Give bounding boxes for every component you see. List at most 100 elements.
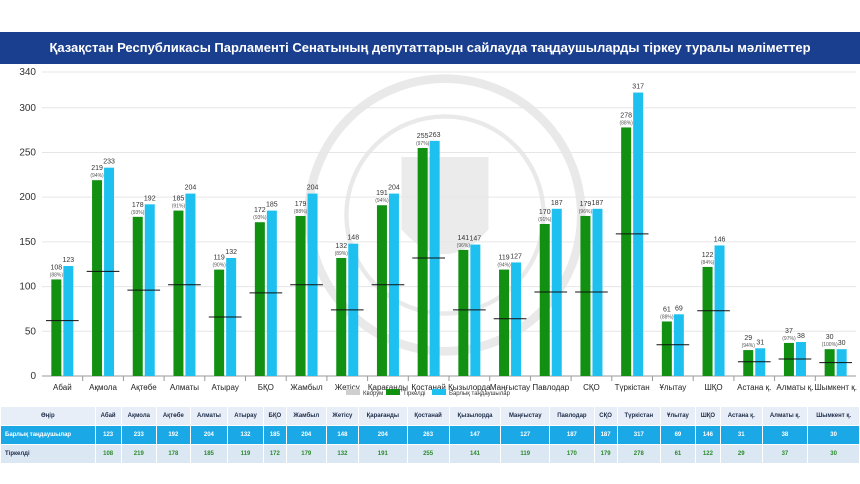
table-cell: 187 (593, 425, 618, 445)
data-label-total: 123 (63, 257, 75, 264)
bar-registered (295, 215, 306, 376)
data-label-percent: (94%) (375, 198, 389, 204)
data-label-total: 204 (185, 185, 197, 192)
table-header-cell: Жетісу (325, 406, 360, 426)
x-tick-label: Түркістан (615, 383, 650, 392)
bar-registered (92, 180, 103, 376)
data-label-total: 185 (266, 202, 278, 209)
table-cell: 178 (156, 444, 191, 464)
data-label-total: 38 (797, 333, 805, 340)
x-tick-label: Павлодар (532, 383, 569, 392)
data-label-total: 31 (756, 339, 764, 346)
table-cell: 204 (285, 425, 327, 445)
y-tick-label: 250 (19, 147, 36, 158)
bar-registered (702, 266, 713, 376)
data-label-registered: 61 (663, 306, 671, 313)
data-label-total: 148 (347, 235, 359, 242)
legend-label: Барлық таңдаушылар (449, 391, 511, 397)
data-label-registered: 30 (826, 334, 834, 341)
table-header-cell: Қостанай (406, 406, 450, 426)
table-header-cell: Ұлытау (660, 406, 696, 426)
x-tick-label: Шымкент қ. (814, 383, 857, 392)
table-header-region: Өңір (0, 406, 96, 426)
data-label-total: 30 (838, 340, 846, 347)
x-tick-label: Алматы (170, 383, 199, 392)
data-label-registered: 170 (539, 209, 551, 216)
data-label-total: 69 (675, 305, 683, 312)
data-label-total: 192 (144, 195, 156, 202)
table-header-cell: СҚО (593, 406, 618, 426)
data-label-percent: (93%) (131, 210, 145, 216)
bar-registered (458, 249, 469, 376)
x-tick-label: Астана қ. (737, 383, 771, 392)
x-tick-label: ШҚО (704, 383, 722, 392)
table-cell: 219 (120, 444, 158, 464)
table-cell: 119 (227, 444, 264, 464)
table-row: Тіркелді 108 219 178 185 119 172 179 132 191 255 14… (0, 444, 860, 464)
table-header-cell: Маңғыстау (500, 406, 551, 426)
data-label-percent: (88%) (294, 209, 308, 215)
table-header-cell: Абай (94, 406, 122, 426)
x-tick-label: Абай (53, 383, 72, 392)
table-cell: 37 (761, 444, 809, 464)
data-label-percent: (96%) (457, 243, 471, 249)
data-label-registered: 122 (702, 252, 714, 259)
table-header-cell: Түркістан (616, 406, 662, 426)
x-tick-label: Жетісу (335, 383, 360, 392)
x-tick-label: Қарағанды (368, 383, 408, 392)
table-cell: 185 (189, 444, 229, 464)
data-label-percent: (88%) (619, 120, 633, 126)
data-label-total: 132 (225, 249, 237, 256)
bar-registered (376, 205, 387, 376)
bar-registered (214, 269, 225, 376)
data-label-total: 147 (470, 236, 482, 243)
table-cell: 263 (406, 425, 450, 445)
table-header-cell: Ақмола (120, 406, 158, 426)
x-tick-label: БҚО (258, 383, 274, 392)
table-row-label: Тіркелді (0, 444, 96, 464)
table-header-cell: Алматы (189, 406, 229, 426)
data-label-percent: (84%) (701, 260, 715, 266)
data-label-total: 233 (103, 159, 115, 166)
data-label-registered: 119 (498, 255, 509, 262)
legend-label: Кворум (363, 391, 383, 397)
table-header-cell: Қызылорда (448, 406, 502, 426)
table-cell: 255 (406, 444, 450, 464)
table-cell: 30 (807, 444, 860, 464)
bar-registered (743, 350, 754, 376)
bar-registered (539, 224, 550, 376)
data-label-percent: (88%) (660, 314, 674, 320)
data-label-percent: (97%) (416, 141, 430, 147)
table-cell: 123 (94, 425, 122, 445)
bar-registered (51, 279, 62, 376)
x-tick-label: Атырау (211, 383, 238, 392)
data-label-registered: 37 (785, 328, 793, 335)
data-label-registered: 132 (335, 243, 347, 250)
data-label-percent: (88%) (50, 272, 64, 278)
data-label-registered: 219 (91, 165, 103, 172)
table-row-label: Барлық таңдаушылар (0, 425, 96, 445)
table-cell: 127 (500, 425, 551, 445)
legend-swatch (386, 389, 400, 395)
data-label-percent: (91%) (172, 204, 186, 210)
data-label-registered: 179 (295, 201, 307, 208)
data-label-registered: 255 (417, 133, 429, 140)
x-tick-label: Алматы қ. (776, 383, 813, 392)
table-cell: 278 (616, 444, 662, 464)
table-cell: 170 (549, 444, 595, 464)
y-tick-label: 150 (19, 237, 36, 248)
table-cell: 30 (807, 425, 860, 445)
x-tick-label: Қостанай (411, 383, 445, 392)
table-cell: 132 (325, 444, 360, 464)
table-cell: 119 (500, 444, 551, 464)
data-label-total: 204 (388, 185, 400, 192)
data-label-registered: 29 (744, 335, 752, 342)
data-label-registered: 179 (580, 201, 592, 208)
table-cell: 141 (448, 444, 502, 464)
bar-registered (621, 127, 632, 376)
y-tick-label: 200 (19, 192, 36, 203)
table-header-cell: Павлодар (549, 406, 595, 426)
x-tick-label: Қызылорда (448, 383, 491, 392)
data-label-percent: (94%) (90, 173, 104, 179)
table-cell: 233 (120, 425, 158, 445)
